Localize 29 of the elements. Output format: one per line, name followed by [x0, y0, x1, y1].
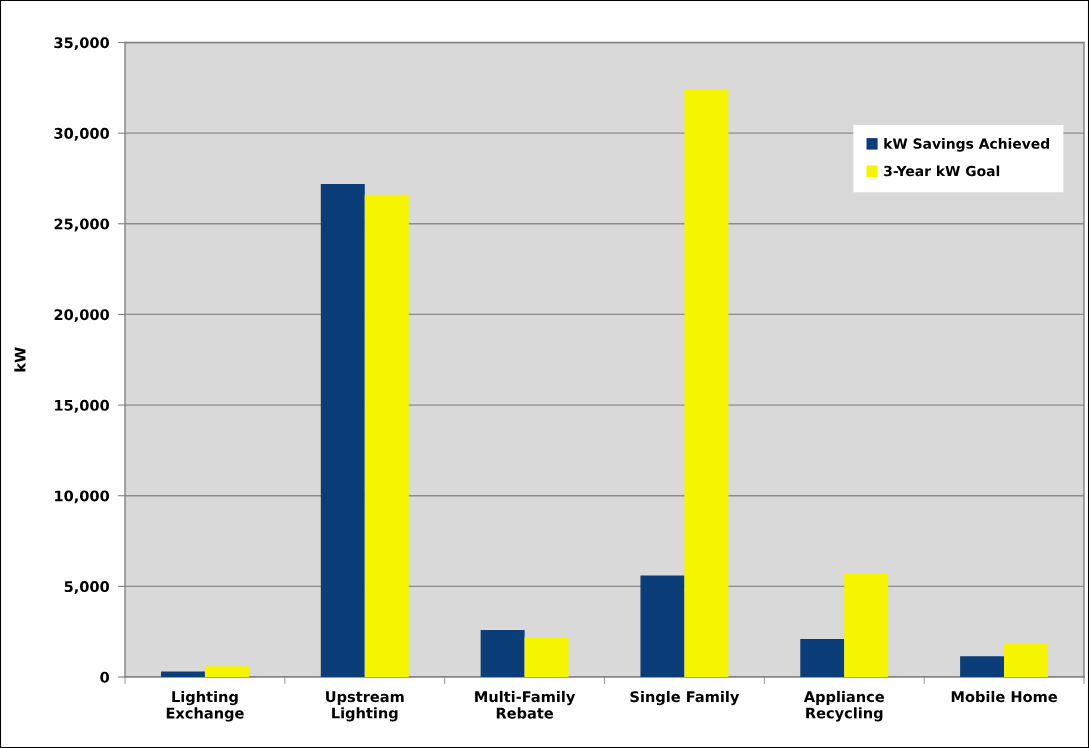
- y-tick-label: 5,000: [64, 581, 110, 594]
- legend-label: kW Savings Achieved: [884, 138, 1049, 152]
- y-tick-label: 25,000: [54, 218, 110, 232]
- bar: [844, 573, 889, 678]
- bar: [684, 89, 729, 678]
- x-tick-label: Appliance Recycling: [803, 690, 884, 722]
- x-tick-label: Single Family: [630, 690, 740, 706]
- y-axis-title: kW: [14, 347, 26, 372]
- legend-label: 3-Year kW Goal: [884, 165, 1000, 177]
- y-tick-label: 20,000: [54, 309, 110, 323]
- y-tick-label: 10,000: [55, 490, 110, 504]
- bar: [160, 671, 205, 678]
- bar: [524, 637, 569, 678]
- bar: [640, 575, 685, 678]
- y-tick-label: 30,000: [54, 127, 110, 141]
- x-tick-label: Mobile Home: [951, 690, 1057, 703]
- x-tick-label: Lighting Exchange: [166, 690, 244, 722]
- bar: [364, 194, 409, 678]
- bar: [480, 629, 525, 678]
- x-tick-label: Multi-Family Rebate: [475, 690, 576, 719]
- bar: [800, 638, 845, 678]
- bar: [320, 183, 365, 678]
- y-tick-label: 15,000: [55, 399, 110, 413]
- x-tick-label: Upstream Lighting: [326, 691, 404, 722]
- bar: [960, 656, 1005, 678]
- y-tick-label: 35,000: [54, 37, 110, 51]
- y-tick-label: 0: [100, 671, 110, 683]
- bar: [204, 666, 249, 678]
- bar: [1004, 643, 1049, 678]
